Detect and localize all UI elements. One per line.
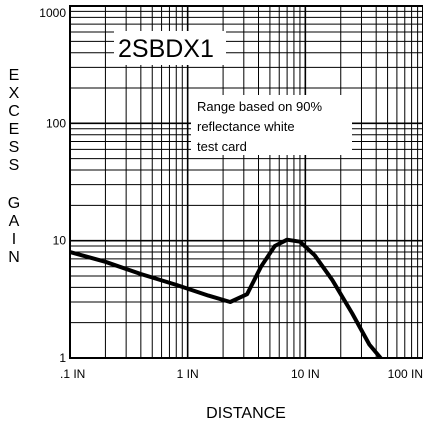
y-axis-title: E X C E S S G A I N <box>8 67 20 266</box>
annotation-line-2: reflectance white <box>197 119 295 134</box>
chart-title-background <box>114 31 226 65</box>
y-tick-labels: 1 10 100 1000 <box>39 6 66 365</box>
x-tick-label: .1 IN <box>60 367 85 381</box>
chart-title-box: 2SBDX1 <box>114 31 226 65</box>
x-axis-title: DISTANCE <box>206 405 286 422</box>
x-tick-label: 10 IN <box>291 367 320 381</box>
annotation-background <box>191 95 352 155</box>
annotation-line-3: test card <box>197 139 247 154</box>
series-group <box>70 237 384 358</box>
y-tick-label: 100 <box>46 116 66 130</box>
series-line <box>70 237 384 358</box>
annotation-box: Range based on 90% reflectance white tes… <box>191 95 352 155</box>
x-tick-label: 1 IN <box>177 367 199 381</box>
x-tick-labels: .1 IN 1 IN 10 IN 100 IN <box>60 367 423 381</box>
plot-frame <box>69 5 423 359</box>
y-tick-label: 10 <box>53 234 67 248</box>
y-tick-label: 1 <box>59 351 66 365</box>
y-tick-label: 1000 <box>39 6 66 20</box>
x-tick-label: 100 IN <box>388 367 423 381</box>
chart-title: 2SBDX1 <box>118 35 214 63</box>
annotation-line-1: Range based on 90% <box>197 99 322 114</box>
